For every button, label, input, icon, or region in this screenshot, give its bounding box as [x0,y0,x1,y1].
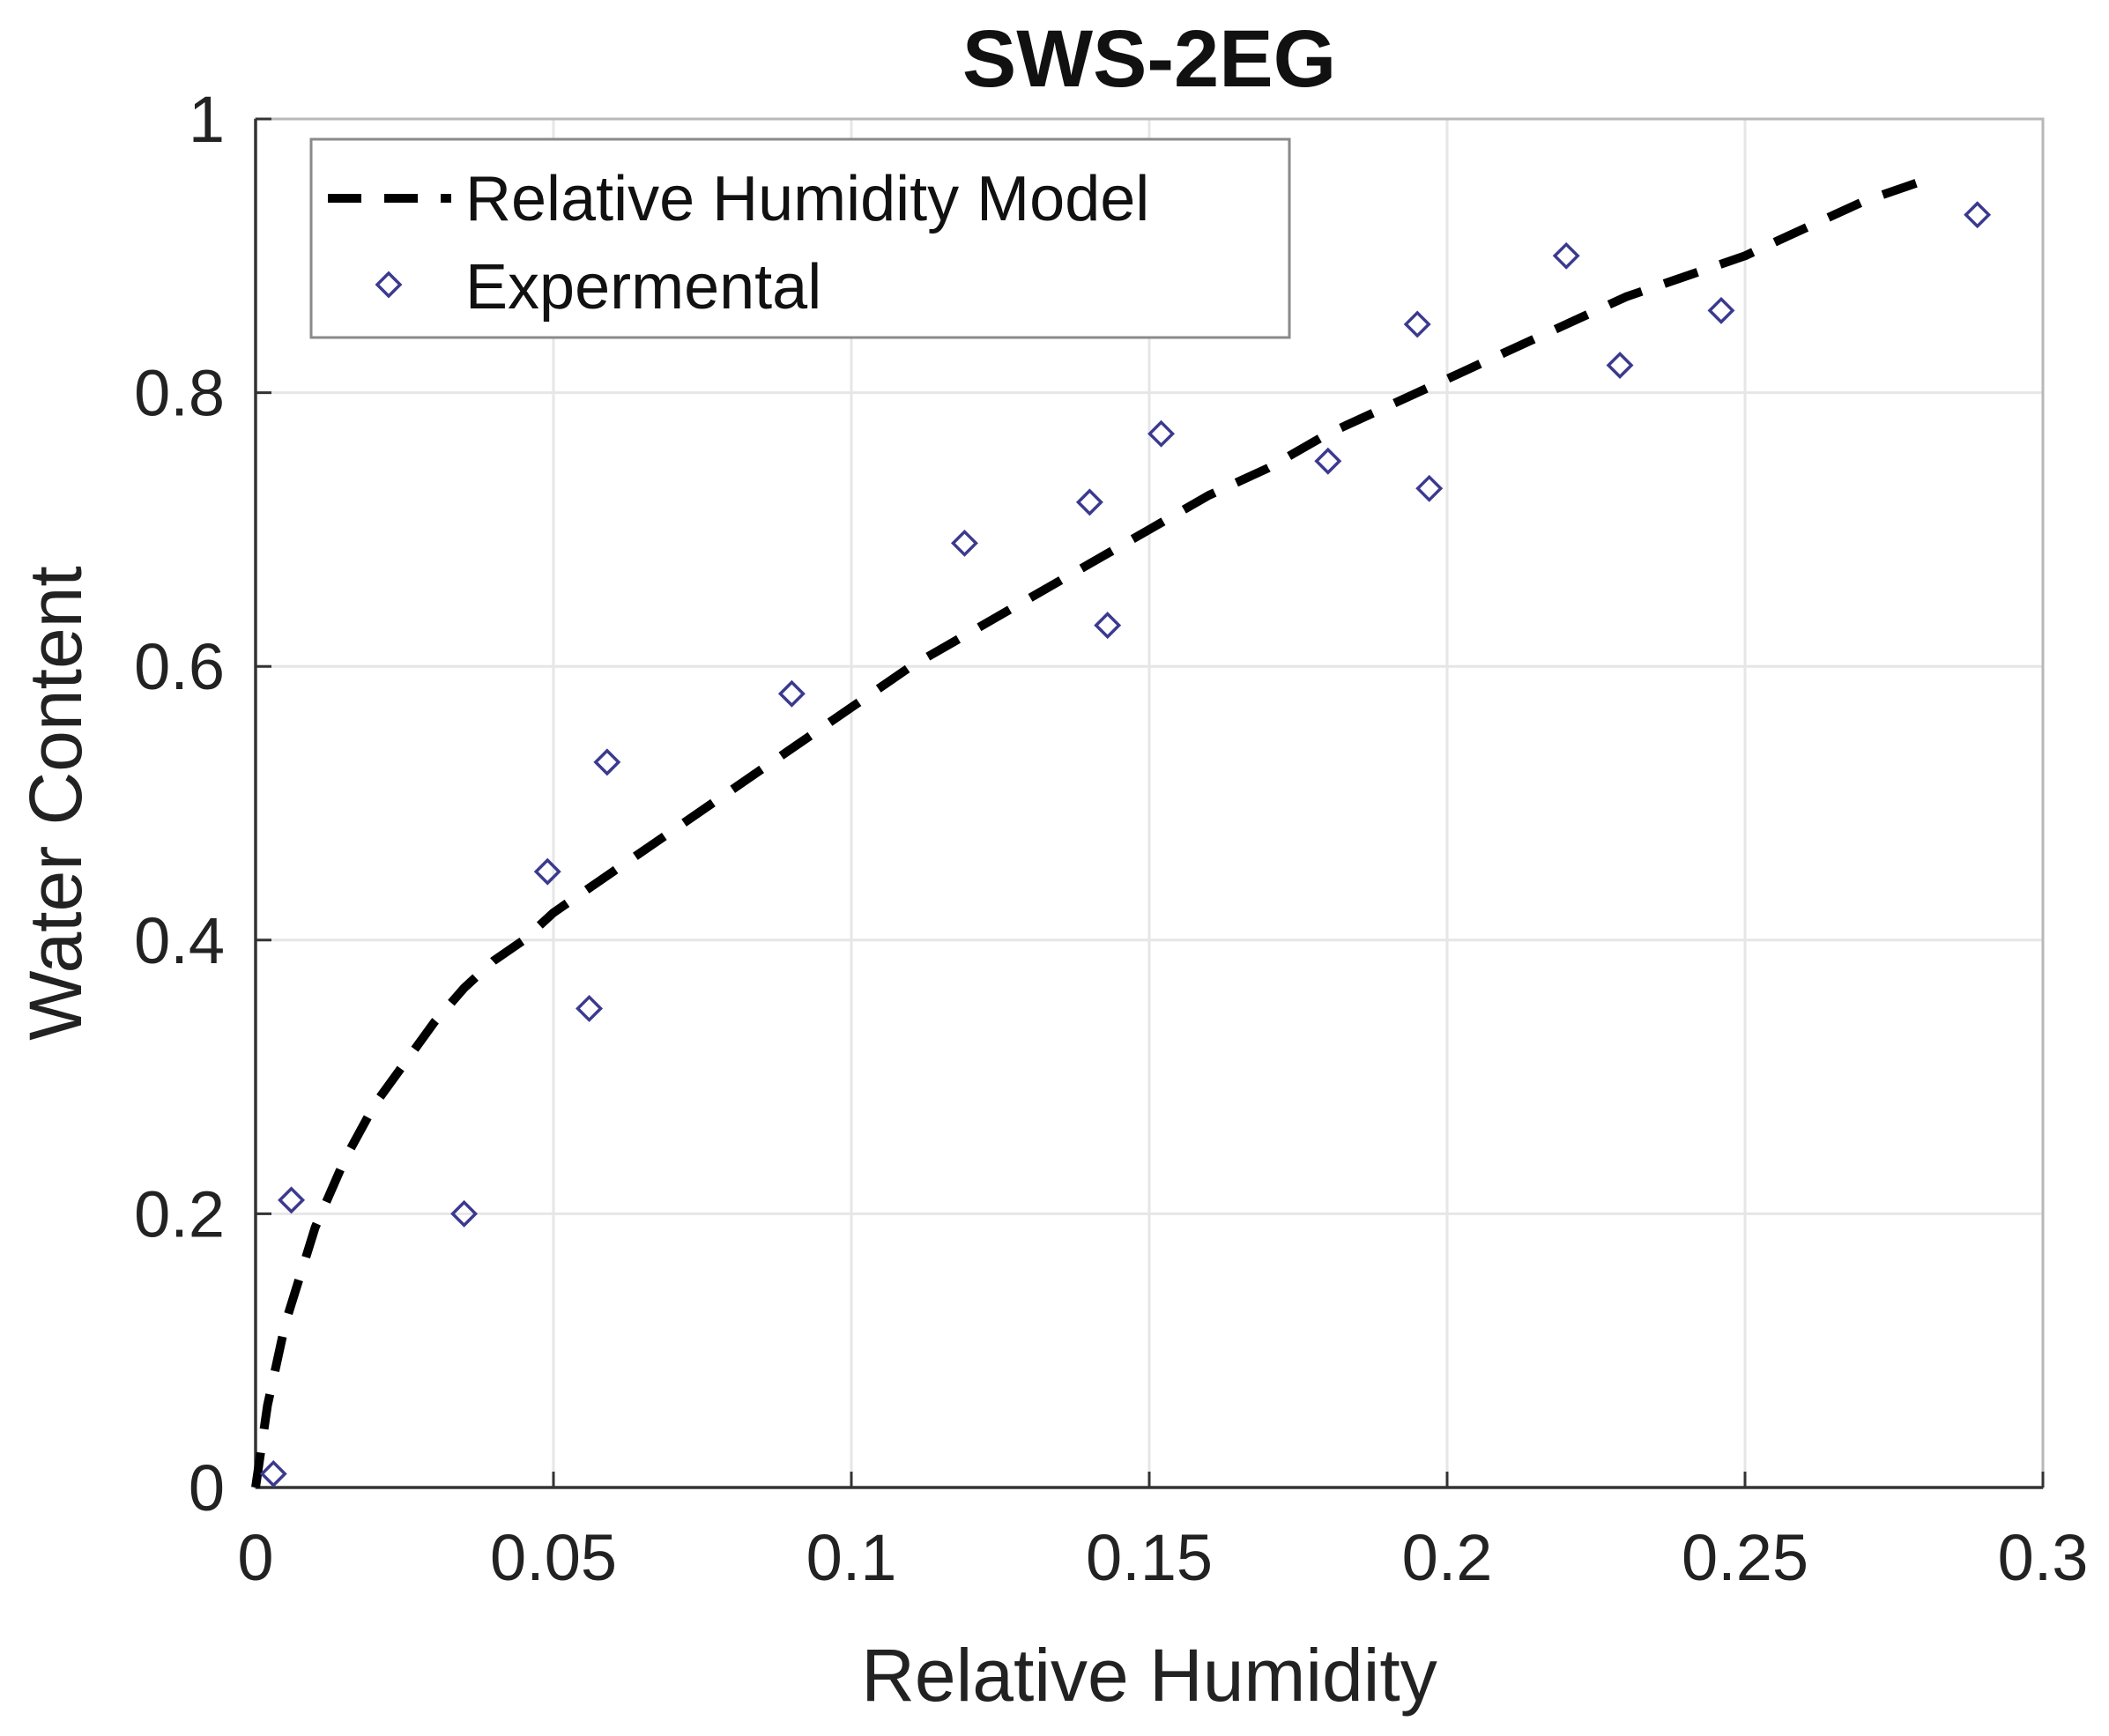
x-tick-label: 0.2 [1402,1521,1493,1594]
experimental-data-point [1707,296,1735,324]
x-axis-label: Relative Humidity [861,1634,1437,1717]
x-tick-label: 0.1 [806,1521,897,1594]
legend-label-model: Relative Humidity Model [465,164,1149,234]
model-dashed-line [251,176,1926,1488]
experimental-data-point [1075,488,1103,516]
x-tick-label: 0.05 [490,1521,617,1594]
experimental-data-point [593,748,621,776]
experimental-data-point [1415,474,1444,502]
x-tick-label: 0.3 [1998,1521,2089,1594]
experimental-data-point [576,994,604,1022]
axes: 0 0.05 0.1 0.15 0.2 0.25 0.3 0 0.2 0.4 0.6 0.8 1 [134,83,2088,1594]
experimental-data-point [1094,612,1122,640]
experimental-data-point [259,1459,287,1487]
experimental-data-point [777,679,806,708]
experimental-data-point [278,1186,306,1214]
experimental-data-point [950,529,978,557]
y-tick-label: 0.4 [134,904,225,977]
y-tick-label: 0.8 [134,357,225,430]
experimental-data-point [1147,419,1175,448]
chart-title: SWS-2EG [962,14,1336,104]
series [251,176,1992,1488]
legend-box [309,137,1291,339]
experimental-data-point [450,1199,479,1228]
legend-label-experimental: Expermental [465,252,821,323]
experimental-data-point [1606,352,1634,380]
experimental-data-point [1403,310,1431,338]
x-tick-label: 0.25 [1682,1521,1808,1594]
y-tick-label: 0.6 [134,630,225,703]
y-tick-label: 0.2 [134,1177,225,1250]
experimental-data-point [1964,201,1992,229]
y-tick-label: 1 [189,83,225,156]
legend: Relative Humidity Model Expermental [309,137,1291,339]
y-tick-label: 0 [189,1451,225,1525]
legend-experimental-marker-sample [375,271,403,299]
x-tick-label: 0 [237,1521,273,1594]
experimental-data-point [1552,241,1580,270]
experimental-data-point [1314,447,1342,475]
x-tick-label: 0.15 [1086,1521,1213,1594]
y-axis-label: Water Content [14,566,97,1040]
experimental-data-point [533,857,561,886]
